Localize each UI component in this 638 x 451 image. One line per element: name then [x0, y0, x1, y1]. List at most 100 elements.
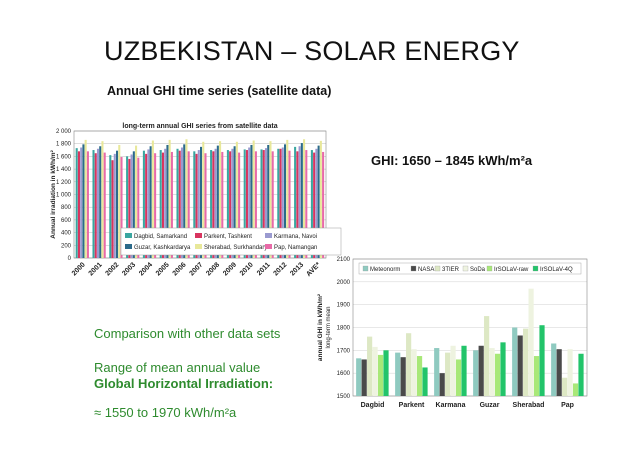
chart2-bar [455, 359, 462, 396]
chart2-bar [551, 343, 557, 396]
chart1-bar [137, 157, 140, 258]
chart1-bar [254, 151, 257, 258]
chart2-legend-swatch [532, 265, 539, 272]
chart1-bar [219, 141, 222, 258]
chart1-bar [164, 148, 167, 258]
chart1-bar [260, 149, 263, 258]
chart1-bar [168, 139, 171, 258]
chart2-category-label: Dagbid [361, 402, 385, 409]
comparison-text: Comparison with other data sets [94, 326, 281, 341]
chart1-bar [187, 151, 190, 258]
chart1-bar [75, 148, 78, 258]
chart1-bar [250, 144, 253, 258]
chart1-bar [142, 150, 145, 258]
chart1-bar [178, 150, 181, 258]
chart1-bar [103, 152, 106, 258]
chart1-bar [210, 150, 213, 258]
chart1-bar [286, 139, 289, 258]
chart1-bar [116, 150, 119, 258]
chart2-legend-box [358, 262, 582, 275]
chart1-bar [298, 146, 301, 258]
chart2-legend-swatch [362, 265, 369, 272]
chart1-ytick-label: 800 [61, 205, 72, 211]
chart1-ytick-label: 2 000 [56, 129, 72, 135]
chart1-legend-swatch [195, 233, 202, 238]
chart1-bar [238, 152, 241, 258]
chart1-legend-label: Sherabad, Surkhandarya [204, 245, 271, 251]
chart1-bar [204, 153, 207, 258]
chart1-bar [317, 145, 320, 258]
chart2-bar [361, 359, 367, 396]
chart1-legend-label: Pap, Namangan [274, 245, 317, 251]
chart1-bar [149, 146, 152, 258]
chart2-bar [395, 352, 401, 396]
chart2-bar [422, 367, 428, 396]
chart1-legend-label: Guzar, Kashkardarya [134, 245, 191, 251]
chart1-bar [84, 139, 87, 258]
chart1-ytick-label: 400 [61, 231, 72, 237]
chart1-bar [279, 148, 282, 258]
chart1-bar [315, 148, 318, 258]
chart1-ytick-label: 600 [61, 218, 72, 224]
chart1-bar [221, 151, 224, 258]
chart1-bar [113, 153, 116, 258]
chart2-ytick-label: 2000 [337, 280, 351, 286]
chart1-bar [267, 144, 270, 258]
chart1-bar [92, 150, 95, 258]
chart1-ytick-label: 1 200 [56, 180, 72, 186]
chart2-bar [572, 383, 579, 396]
chart2-legend-swatch [434, 265, 441, 272]
chart2-bar [473, 350, 479, 396]
chart1-y-axis-label: Annual irradiation in kWh/m² [50, 149, 57, 238]
chart1-bar [235, 141, 238, 258]
chart2-bar [539, 325, 545, 396]
chart2-legend-label: 3TIER [442, 267, 460, 273]
chart2-bar [372, 346, 378, 396]
chart1-bar [243, 149, 246, 258]
chart1-bar [101, 141, 104, 258]
chart1-bar [202, 141, 205, 258]
chart2-bar [567, 349, 573, 396]
chart1-bar [277, 148, 280, 258]
chart2-ytick-label: 2100 [337, 257, 351, 263]
chart1-bar [300, 143, 303, 258]
chart1-bar [214, 148, 217, 258]
chart2-bar [367, 336, 373, 396]
chart1-title: long-term annual GHI series from satelli… [122, 123, 277, 130]
chart2-bar [383, 350, 389, 396]
chart1-bar [233, 146, 236, 258]
chart1-bar [305, 150, 308, 258]
chart2-bar [356, 358, 362, 396]
chart1-bar [303, 139, 306, 258]
chart1-bar [154, 153, 157, 258]
chart1-bar [170, 151, 173, 258]
chart2-ytick-label: 1500 [337, 394, 351, 400]
chart1-bar [281, 147, 284, 258]
chart1-bar [118, 144, 121, 258]
chart2-category-label: Parkent [399, 402, 425, 409]
chart1-bar [120, 157, 123, 258]
chart2-bar [478, 345, 484, 396]
chart2-bar [533, 356, 540, 396]
chart1-bar [128, 158, 131, 258]
chart1-bar [82, 144, 85, 258]
chart1-bar [262, 150, 265, 258]
chart2-bar [523, 328, 529, 396]
chart1-legend-label: Parkent, Tashkent [204, 234, 252, 240]
chart1-bar [322, 151, 325, 258]
chart1-bar [269, 141, 272, 258]
chart1-bar [96, 148, 100, 258]
chart2-bar [489, 348, 495, 396]
chart2-bar [500, 342, 506, 396]
chart1-bar [94, 153, 97, 258]
chart2-bar [439, 373, 445, 396]
chart1-legend-label: Karmana, Navoi [274, 234, 317, 240]
chart2-bar [400, 357, 406, 396]
chart2-bar [494, 353, 501, 396]
chart2-bar [411, 349, 417, 396]
chart1-bar [252, 140, 255, 258]
chart2-bar [445, 352, 451, 396]
chart2-category-label: Pap [561, 402, 574, 409]
